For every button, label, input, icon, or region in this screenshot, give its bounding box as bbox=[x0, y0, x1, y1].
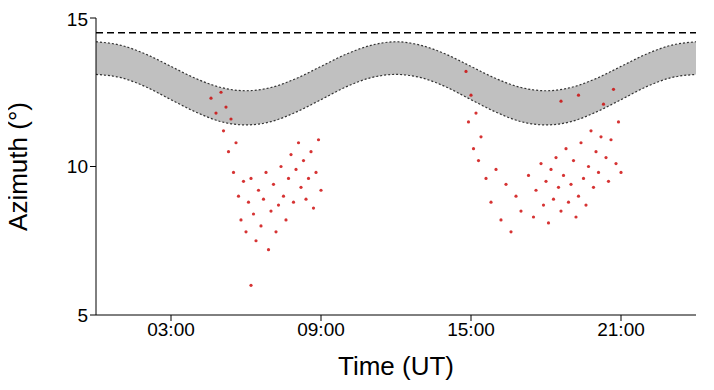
svg-text:Time (UT): Time (UT) bbox=[338, 351, 454, 381]
svg-text:03:00: 03:00 bbox=[147, 319, 195, 340]
svg-text:15:00: 15:00 bbox=[447, 319, 495, 340]
svg-text:15: 15 bbox=[67, 9, 88, 30]
svg-text:5: 5 bbox=[77, 305, 88, 326]
svg-text:09:00: 09:00 bbox=[297, 319, 345, 340]
svg-text:10: 10 bbox=[67, 156, 88, 177]
svg-text:Azimuth (°): Azimuth (°) bbox=[8, 102, 33, 231]
svg-text:21:00: 21:00 bbox=[597, 319, 645, 340]
